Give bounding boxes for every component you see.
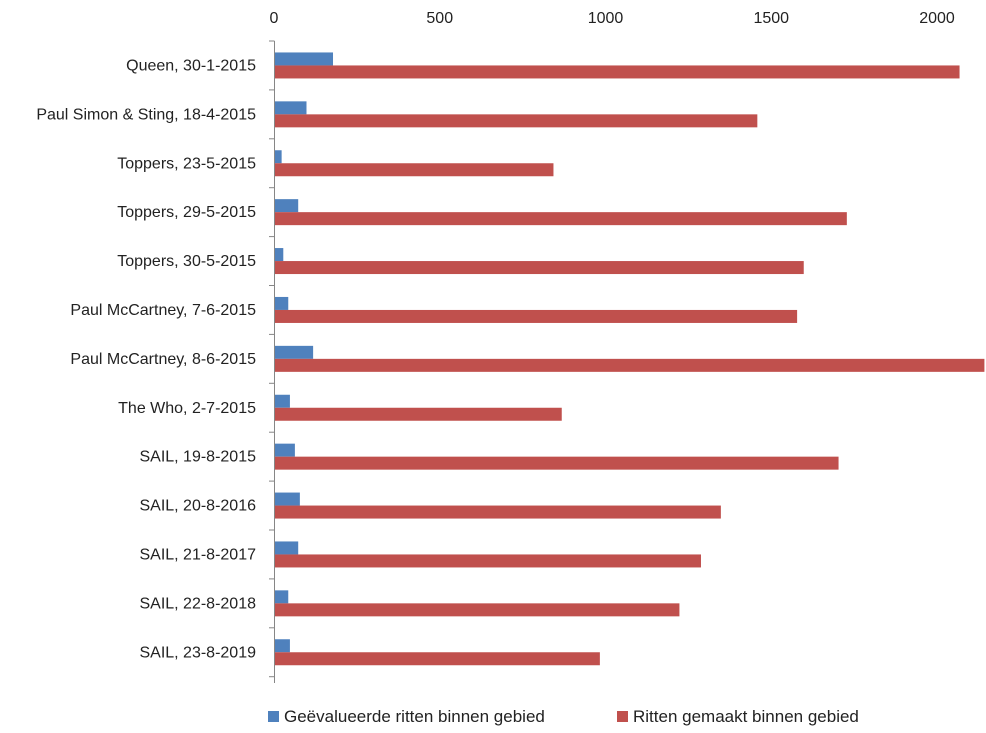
bar-rides-made (275, 407, 562, 421)
category-label: Toppers, 30-5-2015 (117, 253, 256, 270)
category-label: Toppers, 23-5-2015 (117, 155, 256, 172)
bar-rides-made (275, 456, 839, 470)
legend-swatch-series-2 (617, 711, 628, 722)
x-tick-label: 1500 (753, 10, 789, 27)
bar-evaluated-rides (275, 394, 290, 408)
bar-rides-made (275, 652, 600, 666)
bar-rides-made (275, 554, 701, 568)
bar-rides-made (275, 65, 960, 79)
category-label: The Who, 2-7-2015 (118, 400, 256, 417)
bar-rides-made (275, 163, 554, 177)
x-tick-label: 1000 (588, 10, 624, 27)
bar-rides-made (275, 114, 758, 128)
bar-evaluated-rides (275, 590, 289, 604)
legend: Geëvalueerde ritten binnen gebied Ritten… (268, 707, 859, 726)
bar-evaluated-rides (275, 345, 314, 359)
bar-evaluated-rides (275, 248, 284, 262)
category-label: SAIL, 20-8-2016 (139, 498, 256, 515)
legend-swatch-series-1 (268, 711, 279, 722)
bar-rides-made (275, 212, 847, 226)
bar-rides-made (275, 358, 985, 372)
bar-evaluated-rides (275, 492, 300, 506)
bar-evaluated-rides (275, 199, 299, 213)
category-label: Queen, 30-1-2015 (126, 57, 256, 74)
bar-evaluated-rides (275, 541, 299, 555)
x-tick-label: 500 (426, 10, 453, 27)
legend-label-series-2: Ritten gemaakt binnen gebied (633, 707, 859, 726)
x-tick-label: 0 (270, 10, 279, 27)
y-axis (269, 40, 275, 683)
category-label: Toppers, 29-5-2015 (117, 204, 256, 221)
bar-evaluated-rides (275, 52, 334, 66)
category-label: Paul McCartney, 7-6-2015 (70, 302, 256, 319)
x-axis-ticks: 0 500 1000 1500 2000 (270, 10, 955, 27)
bars (275, 52, 985, 666)
legend-label-series-1: Geëvalueerde ritten binnen gebied (284, 707, 545, 726)
bar-evaluated-rides (275, 443, 295, 457)
category-labels: Queen, 30-1-2015 Paul Simon & Sting, 18-4… (36, 57, 256, 661)
category-label: SAIL, 21-8-2017 (139, 546, 256, 563)
bar-rides-made (275, 603, 680, 617)
category-label: SAIL, 22-8-2018 (139, 595, 256, 612)
bar-evaluated-rides (275, 639, 290, 653)
bar-rides-made (275, 309, 798, 323)
bar-evaluated-rides (275, 296, 289, 310)
category-label: Paul Simon & Sting, 18-4-2015 (36, 106, 256, 123)
category-label: SAIL, 23-8-2019 (139, 644, 256, 661)
category-label: Paul McCartney, 8-6-2015 (70, 351, 256, 368)
bar-rides-made (275, 261, 804, 275)
x-tick-label: 2000 (919, 10, 955, 27)
bar-evaluated-rides (275, 150, 282, 164)
bar-rides-made (275, 505, 721, 519)
category-label: SAIL, 19-8-2015 (139, 449, 256, 466)
bar-evaluated-rides (275, 101, 307, 115)
